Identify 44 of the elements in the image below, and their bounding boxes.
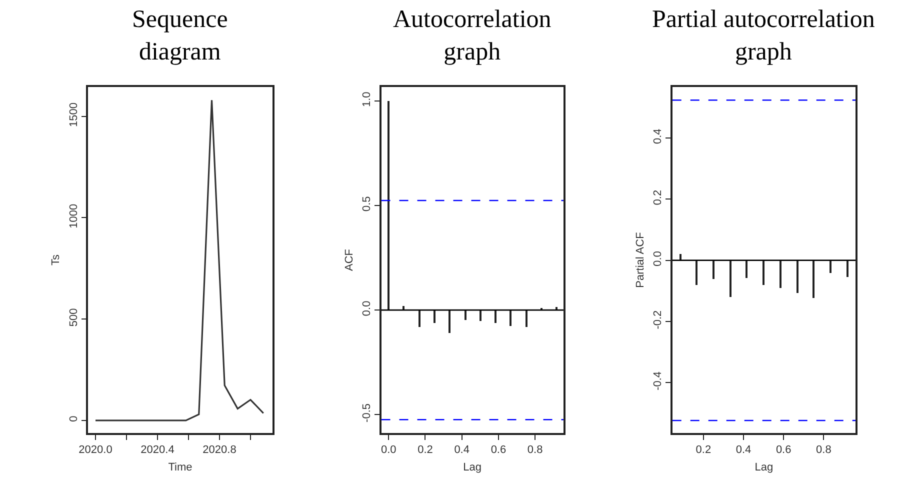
y-tick-label: 1500 — [68, 102, 80, 127]
x-tick-label: 0.6 — [776, 444, 792, 456]
y-tick-label: 0 — [68, 416, 80, 422]
chart-title: Sequence diagram — [132, 6, 228, 66]
bar — [494, 310, 496, 323]
y-tick-label: 0.2 — [652, 190, 664, 206]
x-axis-title: Lag — [463, 462, 482, 474]
y-axis-title: Ts — [50, 254, 62, 266]
y-tick-label: 500 — [68, 308, 80, 327]
bar — [525, 310, 528, 327]
bar — [509, 310, 512, 326]
bar — [464, 310, 466, 320]
x-tick-label: 0.2 — [418, 444, 433, 456]
chart-title: Partial autocorrelation graph — [652, 6, 876, 66]
x-tick-label: 0.4 — [454, 444, 470, 456]
x-tick-label: 2020.0 — [78, 444, 112, 456]
x-tick-label: 0.8 — [527, 444, 543, 456]
y-tick-label: 1000 — [68, 204, 80, 228]
y-tick-label: 0.0 — [652, 251, 664, 266]
x-tick-label: 0.0 — [380, 444, 396, 456]
bar — [418, 310, 420, 327]
y-tick-label: 0.5 — [361, 196, 374, 212]
y-axis-title: ACF — [343, 248, 356, 271]
bar — [448, 310, 450, 333]
x-tick-label: 0.4 — [736, 444, 752, 456]
y-tick-label: 0.0 — [361, 300, 374, 316]
x-axis-title: Lag — [754, 462, 774, 474]
bar — [433, 310, 436, 323]
x-axis-title: Time — [168, 462, 192, 474]
bar — [479, 310, 482, 321]
x-tick-label: 0.6 — [490, 444, 506, 456]
y-tick-label: -0.2 — [652, 310, 664, 330]
y-tick-label: -0.5 — [361, 403, 374, 422]
y-tick-label: -0.4 — [652, 371, 664, 390]
x-tick-label: 2020.4 — [140, 444, 174, 456]
y-tick-label: 0.4 — [652, 128, 664, 144]
y-axis-title: Partial ACF — [634, 232, 646, 288]
x-tick-label: 0.2 — [696, 444, 712, 456]
x-tick-label: 2020.8 — [202, 444, 236, 456]
bar — [387, 101, 390, 310]
x-tick-label: 0.8 — [816, 444, 832, 456]
line-series — [94, 99, 264, 422]
chart-title: Autocorrelation graph — [393, 6, 552, 66]
y-tick-label: 1.0 — [361, 92, 374, 108]
